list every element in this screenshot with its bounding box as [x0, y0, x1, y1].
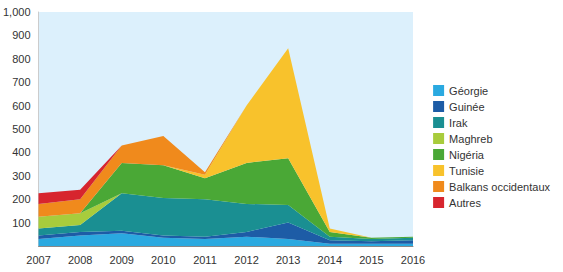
svg-text:200: 200	[12, 193, 30, 205]
svg-text:2007: 2007	[26, 254, 50, 266]
svg-text:2012: 2012	[234, 254, 258, 266]
svg-text:2009: 2009	[110, 254, 134, 266]
svg-text:Tunisie: Tunisie	[449, 165, 484, 177]
svg-text:2010: 2010	[151, 254, 175, 266]
svg-text:400: 400	[12, 146, 30, 158]
svg-text:300: 300	[12, 170, 30, 182]
svg-text:Guinée: Guinée	[449, 101, 484, 113]
svg-text:Autres: Autres	[449, 197, 481, 209]
svg-text:Maghreb: Maghreb	[449, 133, 492, 145]
svg-text:600: 600	[12, 100, 30, 112]
svg-text:100: 100	[12, 217, 30, 229]
svg-text:2008: 2008	[68, 254, 92, 266]
svg-text:800: 800	[12, 53, 30, 65]
svg-text:2015: 2015	[359, 254, 383, 266]
svg-text:700: 700	[12, 76, 30, 88]
svg-text:Irak: Irak	[449, 117, 468, 129]
svg-text:Géorgie: Géorgie	[449, 85, 488, 97]
svg-text:900: 900	[12, 29, 30, 41]
svg-text:500: 500	[12, 123, 30, 135]
svg-text:2014: 2014	[318, 254, 342, 266]
svg-text:2016: 2016	[401, 254, 425, 266]
svg-text:Nigéria: Nigéria	[449, 149, 485, 161]
svg-text:2013: 2013	[276, 254, 300, 266]
svg-text:2011: 2011	[193, 254, 217, 266]
svg-text:1,000: 1,000	[3, 6, 31, 18]
svg-text:Balkans occidentaux: Balkans occidentaux	[449, 181, 550, 193]
